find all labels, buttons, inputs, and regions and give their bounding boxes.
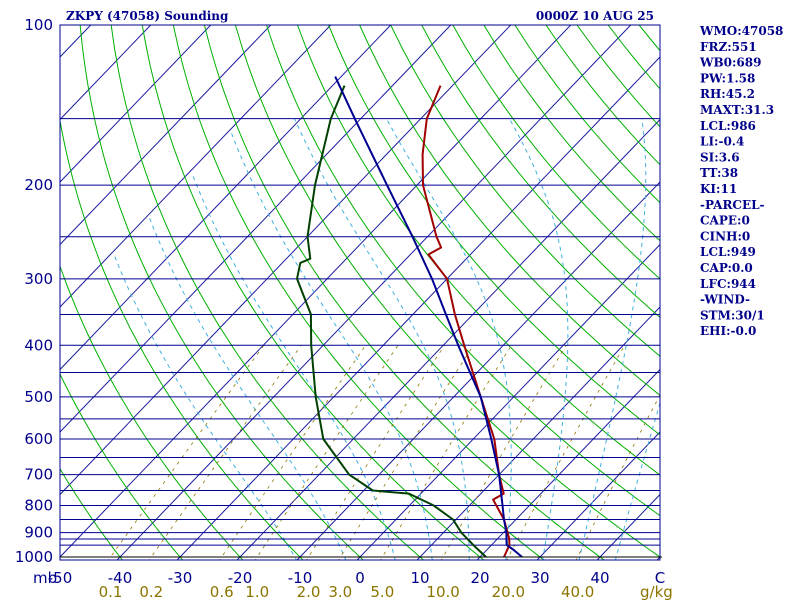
pressure-unit-label: mb	[33, 569, 57, 587]
sounding-index-line: STM:30/1	[700, 308, 765, 322]
sounding-index-line: FRZ:551	[700, 40, 757, 54]
sounding-index-line: CAP:0.0	[700, 261, 753, 275]
sounding-index-line: TT:38	[700, 166, 738, 180]
mixing-ratio-tick-label: 2.0	[297, 583, 321, 600]
mixing-ratio-tick-label: 1.0	[245, 583, 269, 600]
pressure-tick-label: 400	[24, 336, 53, 354]
sounding-index-line: RH:45.2	[700, 87, 755, 101]
sounding-index-line: PW:1.58	[700, 71, 755, 85]
mixing-ratio-unit-label: g/kg	[640, 583, 673, 600]
temperature-tick-label: 0	[355, 569, 365, 587]
temperature-tick-label: -30	[168, 569, 193, 587]
pressure-tick-label: 800	[24, 496, 53, 514]
mixing-ratio-tick-label: 10.0	[426, 583, 459, 600]
pressure-tick-label: 1000	[15, 548, 53, 566]
sounding-index-line: SI:3.6	[700, 150, 740, 164]
pressure-tick-label: 900	[24, 524, 53, 542]
pressure-tick-label: 600	[24, 430, 53, 448]
sounding-index-line: -WIND-	[700, 293, 750, 307]
pressure-tick-label: 200	[24, 176, 53, 194]
pressure-tick-label: 100	[24, 16, 53, 34]
pressure-tick-label: 300	[24, 270, 53, 288]
temperature-tick-label: 30	[530, 569, 549, 587]
mixing-ratio-tick-label: 0.6	[210, 583, 234, 600]
pressure-tick-label: 500	[24, 388, 53, 406]
plot-background	[60, 25, 660, 560]
sounding-indices-panel: WMO:47058 FRZ:551 WB0:689PW:1.58 RH:45.2 MAX…	[699, 24, 783, 338]
sounding-index-line: EHI:-0.0	[700, 324, 756, 338]
sounding-index-line: LI:-0.4	[700, 135, 744, 149]
pressure-tick-labels: 100 200 300 400 500 600 700 800 900 1000	[15, 16, 53, 566]
sounding-index-line: CAPE:0	[700, 214, 750, 228]
isotherm-line	[0, 25, 31, 568]
pressure-tick-label: 700	[24, 466, 53, 484]
sounding-index-line: CINH:0	[700, 229, 750, 243]
sounding-index-line: LCL:949	[700, 245, 756, 259]
sounding-index-line: -PARCEL-	[700, 198, 765, 212]
mixing-ratio-tick-label: 0.2	[139, 583, 163, 600]
temperature-tick-label: 20	[470, 569, 489, 587]
sounding-index-line: KI:11	[700, 182, 737, 196]
sounding-index-line: LFC:944	[700, 277, 756, 291]
mixing-ratio-tick-label: 40.0	[561, 583, 594, 600]
sounding-index-line: MAXT:31.3	[700, 103, 774, 117]
mixing-ratio-tick-label: 5.0	[370, 583, 394, 600]
sounding-index-line: LCL:986	[700, 119, 756, 133]
mixing-ratio-tick-label: 3.0	[328, 583, 352, 600]
sounding-index-line: WMO:47058	[699, 24, 783, 38]
mixing-ratio-tick-label: 0.1	[99, 583, 123, 600]
valid-time: 0000Z 10 AUG 25	[536, 9, 654, 23]
mixing-ratio-tick-label: 20.0	[492, 583, 525, 600]
sounding-index-line: WB0:689	[699, 56, 761, 70]
station-title: ZKPY (47058) Sounding	[66, 9, 229, 23]
